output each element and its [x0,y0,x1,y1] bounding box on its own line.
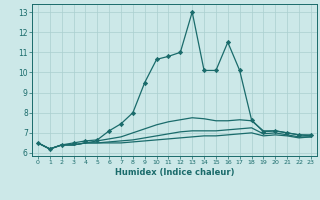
X-axis label: Humidex (Indice chaleur): Humidex (Indice chaleur) [115,168,234,177]
